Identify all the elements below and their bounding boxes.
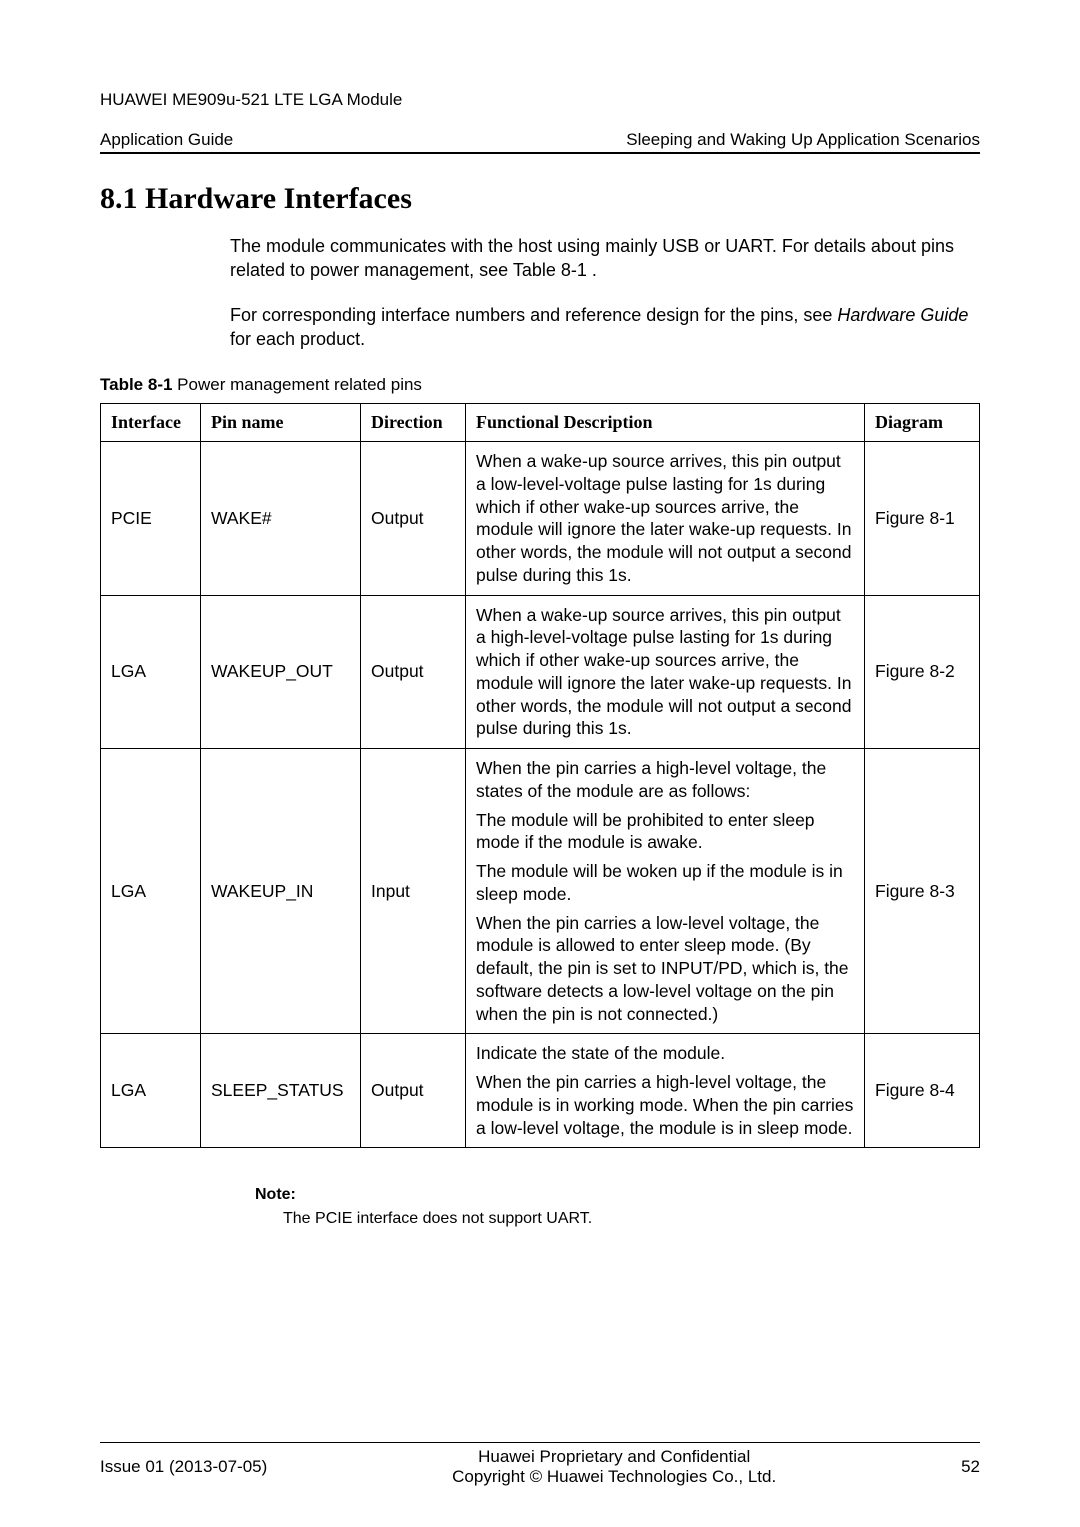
table-row: LGAWAKEUP_OUTOutputWhen a wake-up source… — [101, 595, 980, 749]
cell-interface: LGA — [101, 595, 201, 749]
page-header: HUAWEI ME909u-521 LTE LGA Module Applica… — [100, 70, 980, 154]
cell-description: Indicate the state of the module. When th… — [466, 1034, 865, 1148]
header-chapter: Sleeping and Waking Up Application Scena… — [626, 130, 980, 150]
header-doc-type: Application Guide — [100, 130, 233, 149]
col-interface: Interface — [101, 404, 201, 442]
intro-block: The module communicates with the host us… — [230, 234, 980, 351]
cell-description: When a wake-up source arrives, this pin … — [466, 442, 865, 596]
intro-p2: For corresponding interface numbers and … — [230, 303, 980, 352]
note-block: Note: The PCIE interface does not suppor… — [255, 1186, 980, 1228]
footer-issue: Issue 01 (2013-07-05) — [100, 1457, 267, 1477]
cell-interface: LGA — [101, 749, 201, 1034]
cell-direction: Output — [361, 595, 466, 749]
col-desc: Functional Description — [466, 404, 865, 442]
cell-pinname: WAKEUP_IN — [201, 749, 361, 1034]
intro-p2-italic: Hardware Guide — [837, 305, 968, 325]
cell-diagram: Figure 8-2 — [865, 595, 980, 749]
desc-paragraph: When a wake-up source arrives, this pin … — [476, 450, 854, 587]
cell-direction: Output — [361, 442, 466, 596]
page: HUAWEI ME909u-521 LTE LGA Module Applica… — [0, 0, 1080, 1527]
intro-p2a: For corresponding interface numbers and … — [230, 305, 837, 325]
cell-pinname: SLEEP_STATUS — [201, 1034, 361, 1148]
section-heading: 8.1 Hardware Interfaces — [100, 182, 980, 216]
desc-paragraph: When a wake-up source arrives, this pin … — [476, 604, 854, 741]
table-caption: Table 8-1 Power management related pins — [100, 375, 980, 395]
note-text: The PCIE interface does not support UART… — [283, 1210, 980, 1228]
cell-interface: PCIE — [101, 442, 201, 596]
pins-table-head: Interface Pin name Direction Functional … — [101, 404, 980, 442]
table-caption-text: Power management related pins — [177, 375, 422, 394]
section-title-text: Hardware Interfaces — [145, 182, 412, 215]
table-row: PCIEWAKE#OutputWhen a wake-up source arr… — [101, 442, 980, 596]
desc-paragraph: The module will be woken up if the modul… — [476, 860, 854, 906]
col-diagram: Diagram — [865, 404, 980, 442]
table-header-row: Interface Pin name Direction Functional … — [101, 404, 980, 442]
footer-pagenum: 52 — [961, 1457, 980, 1477]
table-row: LGAWAKEUP_INInputWhen the pin carries a … — [101, 749, 980, 1034]
section-number: 8.1 — [100, 182, 138, 215]
page-footer: Issue 01 (2013-07-05) Huawei Proprietary… — [100, 1442, 980, 1487]
header-product: HUAWEI ME909u-521 LTE LGA Module — [100, 90, 402, 109]
note-label: Note: — [255, 1186, 980, 1204]
cell-pinname: WAKE# — [201, 442, 361, 596]
footer-center: Huawei Proprietary and Confidential Copy… — [267, 1447, 961, 1487]
pins-table: Interface Pin name Direction Functional … — [100, 403, 980, 1148]
header-left: HUAWEI ME909u-521 LTE LGA Module Applica… — [100, 70, 402, 150]
cell-pinname: WAKEUP_OUT — [201, 595, 361, 749]
desc-paragraph: When the pin carries a high-level voltag… — [476, 1071, 854, 1139]
cell-description: When the pin carries a high-level voltag… — [466, 749, 865, 1034]
desc-paragraph: Indicate the state of the module. — [476, 1042, 854, 1065]
intro-p1: The module communicates with the host us… — [230, 234, 980, 283]
desc-paragraph: When the pin carries a high-level voltag… — [476, 757, 854, 803]
intro-p2b: for each product. — [230, 329, 365, 349]
pins-table-body: PCIEWAKE#OutputWhen a wake-up source arr… — [101, 442, 980, 1148]
cell-interface: LGA — [101, 1034, 201, 1148]
cell-direction: Output — [361, 1034, 466, 1148]
col-pinname: Pin name — [201, 404, 361, 442]
desc-paragraph: When the pin carries a low-level voltage… — [476, 912, 854, 1026]
cell-description: When a wake-up source arrives, this pin … — [466, 595, 865, 749]
cell-diagram: Figure 8-3 — [865, 749, 980, 1034]
col-direction: Direction — [361, 404, 466, 442]
table-row: LGASLEEP_STATUSOutputIndicate the state … — [101, 1034, 980, 1148]
footer-copyright: Copyright © Huawei Technologies Co., Ltd… — [452, 1467, 776, 1486]
cell-diagram: Figure 8-4 — [865, 1034, 980, 1148]
table-caption-label: Table 8-1 — [100, 375, 172, 394]
cell-direction: Input — [361, 749, 466, 1034]
cell-diagram: Figure 8-1 — [865, 442, 980, 596]
footer-confidential: Huawei Proprietary and Confidential — [478, 1447, 750, 1466]
desc-paragraph: The module will be prohibited to enter s… — [476, 809, 854, 855]
